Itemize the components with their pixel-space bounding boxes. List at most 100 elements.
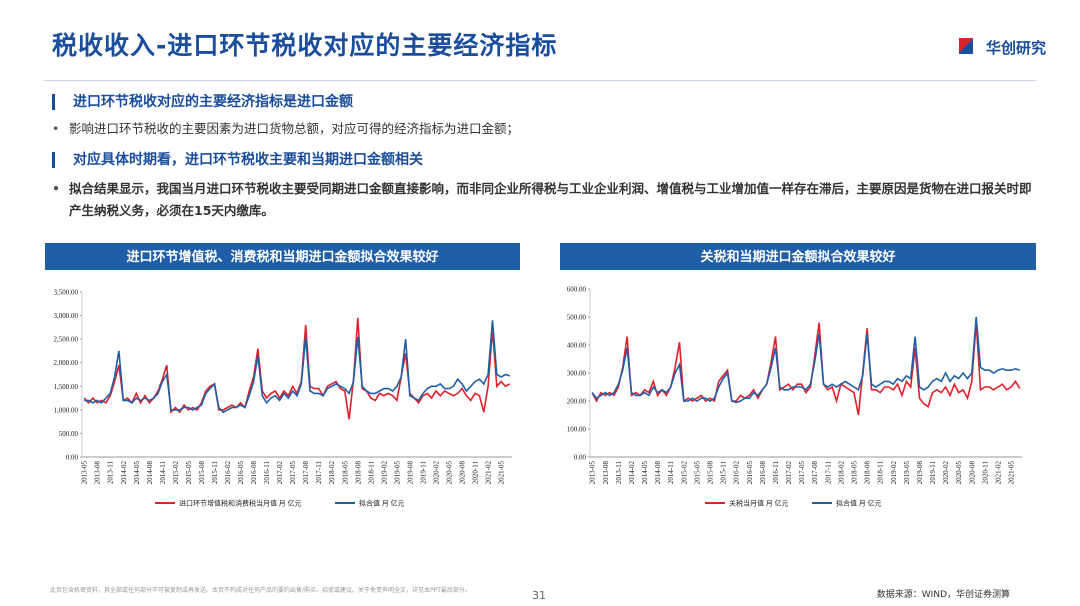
chart-title-bar: [45, 243, 520, 270]
x-tick-label: 2013-05: [589, 461, 597, 485]
x-tick-label: 2016-05: [237, 461, 245, 485]
x-tick-label: 2014-05: [641, 461, 649, 485]
x-tick-label: 2018-02: [837, 461, 845, 485]
x-tick-label: 2020-11: [981, 461, 989, 485]
legend-label: 拟合值 月 亿元: [836, 499, 882, 508]
y-tick-label: 100.00: [567, 426, 587, 434]
x-tick-label: 2018-11: [877, 461, 885, 485]
x-tick-label: 2014-08: [654, 461, 662, 485]
x-tick-label: 2017-02: [785, 461, 793, 485]
x-tick-label: 2014-08: [146, 461, 154, 485]
x-tick-label: 2018-05: [851, 461, 859, 485]
y-tick-label: 3,000.00: [54, 312, 79, 320]
x-tick-label: 2020-11: [472, 461, 480, 485]
series-line: [84, 320, 511, 414]
chart-title: 关税和当期进口金额拟合效果较好: [700, 249, 895, 265]
x-tick-label: 2015-08: [707, 461, 715, 485]
x-tick-label: 2015-02: [680, 461, 688, 485]
x-tick-label: 2020-05: [955, 461, 963, 485]
x-tick-label: 2013-05: [81, 461, 89, 485]
x-tick-label: 2018-02: [328, 461, 336, 485]
y-tick-label: 600.00: [567, 286, 587, 294]
legend-label: 拟合值 月 亿元: [359, 499, 405, 508]
page-title: 税收收入-进口环节税收对应的主要经济指标: [52, 31, 558, 60]
logo-icon: [959, 38, 973, 54]
x-tick-label: 2017-08: [302, 461, 310, 485]
x-tick-label: 2015-11: [211, 461, 219, 485]
x-tick-label: 2019-08: [916, 461, 924, 485]
x-tick-label: 2015-02: [172, 461, 180, 485]
x-tick-label: 2019-11: [929, 461, 937, 485]
x-tick-label: 2016-02: [224, 461, 232, 485]
section-heading: 进口环节税收对应的主要经济指标是进口金额: [52, 94, 353, 110]
x-tick-label: 2013-11: [615, 461, 623, 485]
y-tick-label: 0.00: [66, 454, 79, 462]
y-tick-label: 400.00: [567, 342, 587, 350]
y-tick-label: 2,500.00: [54, 336, 79, 344]
section-heading: 对应具体时期看，进口环节税收主要和当期进口金额相关: [52, 152, 423, 168]
x-tick-label: 2016-08: [759, 461, 767, 485]
x-tick-label: 2013-08: [602, 461, 610, 485]
x-tick-label: 2017-11: [824, 461, 832, 485]
x-tick-label: 2015-08: [198, 461, 206, 485]
x-tick-label: 2020-02: [432, 461, 440, 485]
x-tick-label: 2015-11: [720, 461, 728, 485]
x-tick-label: 2019-11: [419, 461, 427, 485]
x-tick-label: 2017-02: [276, 461, 284, 485]
series-line: [83, 317, 511, 420]
series-line: [591, 316, 1021, 404]
y-tick-label: 500.00: [567, 314, 587, 322]
x-tick-label: 2016-05: [746, 461, 754, 485]
logo: 华创研究: [985, 39, 1046, 57]
y-tick-label: 3,500.00: [54, 289, 79, 297]
x-tick-label: 2016-08: [250, 461, 258, 485]
y-tick-label: 300.00: [567, 370, 587, 378]
legend-label: 进口环节增值税和消费税当月值 月 亿元: [179, 499, 302, 508]
x-tick-label: 2014-02: [120, 461, 128, 485]
chart-title-bar: [560, 243, 1036, 270]
x-tick-label: 2018-11: [367, 461, 375, 485]
legend-label: 关税当月值 月 亿元: [729, 499, 789, 508]
y-tick-label: 1,500.00: [54, 383, 79, 391]
x-tick-label: 2021-05: [498, 461, 506, 485]
bullet-text: 影响进口环节税收的主要因素为进口货物总额，对应可得的经济指标为进口金额；: [69, 121, 520, 136]
x-tick-label: 2016-02: [733, 461, 741, 485]
source: 数据来源：WIND，华创证券测算: [876, 590, 1010, 600]
disclaimer: 此页包含机密资料，其全部或任何部分不可被复制或再发送。本页不构成对任何产品的要约…: [50, 587, 471, 594]
y-tick-label: 2,000.00: [54, 359, 79, 367]
x-tick-label: 2015-05: [693, 461, 701, 485]
y-tick-label: 500.00: [59, 430, 79, 438]
x-tick-label: 2018-05: [341, 461, 349, 485]
series-line: [591, 322, 1021, 416]
x-tick-label: 2017-11: [315, 461, 323, 485]
divider: [44, 80, 1036, 81]
x-tick-label: 2019-02: [380, 461, 388, 485]
x-tick-label: 2021-02: [485, 461, 493, 485]
x-tick-label: 2020-08: [459, 461, 467, 485]
x-tick-label: 2017-08: [811, 461, 819, 485]
x-tick-label: 2021-02: [995, 461, 1003, 485]
x-tick-label: 2014-11: [667, 461, 675, 485]
x-tick-label: 2018-08: [864, 461, 872, 485]
x-tick-label: 2020-05: [446, 461, 454, 485]
x-tick-label: 2014-11: [159, 461, 167, 485]
x-tick-label: 2019-05: [393, 461, 401, 485]
chart-title: 进口环节增值税、消费税和当期进口金额拟合效果较好: [126, 249, 438, 265]
x-tick-label: 2019-05: [903, 461, 911, 485]
x-tick-label: 2016-11: [263, 461, 271, 485]
x-tick-label: 2017-05: [289, 461, 297, 485]
x-tick-label: 2016-11: [772, 461, 780, 485]
x-tick-label: 2020-02: [942, 461, 950, 485]
x-tick-label: 2014-05: [133, 461, 141, 485]
x-tick-label: 2019-08: [406, 461, 414, 485]
bullet-text: 拟合结果显示，我国当月进口环节税收主要受同期进口金额直接影响，而非同企业所得税与…: [69, 181, 1032, 218]
bullet: 拟合结果显示，我国当月进口环节税收主要受同期进口金额直接影响，而非同企业所得税与…: [52, 178, 1042, 222]
y-tick-label: 0.00: [574, 454, 587, 462]
page-number: 31: [532, 589, 546, 602]
bullet: 影响进口环节税收的主要因素为进口货物总额，对应可得的经济指标为进口金额；: [52, 118, 1042, 140]
x-tick-label: 2017-05: [798, 461, 806, 485]
x-tick-label: 2013-11: [107, 461, 115, 485]
x-tick-label: 2020-08: [968, 461, 976, 485]
